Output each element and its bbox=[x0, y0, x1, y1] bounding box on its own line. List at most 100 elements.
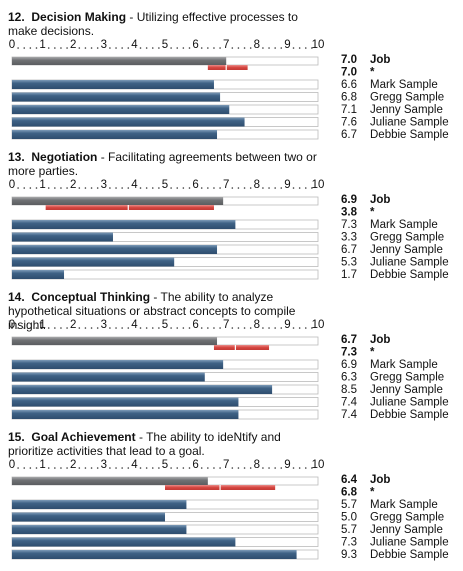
bar bbox=[12, 130, 218, 139]
scale-label: 9 bbox=[284, 179, 290, 191]
scale-label: 10 bbox=[312, 179, 325, 191]
scale-label: 6 bbox=[192, 459, 198, 471]
scale-dot bbox=[35, 327, 38, 329]
scale-dot bbox=[17, 47, 19, 49]
category-label: Job bbox=[370, 334, 390, 346]
scale-label: 5 bbox=[162, 179, 168, 191]
scale-label: 10 bbox=[312, 39, 325, 51]
scale-dot bbox=[262, 187, 264, 189]
scale-label: 4 bbox=[131, 179, 138, 191]
category-label: Debbie Sample bbox=[370, 129, 449, 141]
scale-label: 8 bbox=[254, 39, 260, 51]
category-label: Mark Sample bbox=[370, 499, 438, 511]
scale-dot bbox=[54, 47, 56, 49]
bar bbox=[12, 220, 236, 229]
scale-dot bbox=[158, 187, 160, 189]
scale-dot bbox=[54, 467, 56, 469]
category-label: Juliane Sample bbox=[370, 257, 449, 269]
section-number: 15. bbox=[8, 430, 25, 444]
category-label: Juliane Sample bbox=[370, 397, 449, 409]
scale-label: 1 bbox=[39, 319, 45, 331]
scale-dot bbox=[109, 187, 111, 189]
scale-dot bbox=[29, 47, 32, 49]
job-bar bbox=[12, 337, 218, 345]
scale-dot bbox=[121, 467, 123, 469]
category-label: Job bbox=[370, 194, 390, 206]
category-label: Job bbox=[370, 54, 390, 66]
scale-dot bbox=[176, 467, 179, 469]
scale-dot bbox=[298, 187, 301, 189]
value-label: 6.8 bbox=[341, 92, 357, 104]
scale-label: 0 bbox=[9, 39, 15, 51]
scale-dot bbox=[96, 187, 99, 189]
scale-dot bbox=[176, 47, 179, 49]
scale-dot bbox=[176, 187, 179, 189]
scale-label: 6 bbox=[192, 319, 198, 331]
scale-dot bbox=[298, 467, 301, 469]
section-header: 14. Conceptual Thinking - The ability to… bbox=[8, 290, 326, 332]
section-title: Negotiation bbox=[31, 150, 98, 164]
scale-dot bbox=[182, 187, 185, 189]
category-label: Debbie Sample bbox=[370, 549, 449, 561]
scale-label: 10 bbox=[312, 319, 325, 331]
scale-label: 0 bbox=[9, 179, 15, 191]
section-header: 13. Negotiation - Facilitating agreement… bbox=[8, 150, 326, 178]
scale-dot bbox=[90, 187, 93, 189]
scale-dot bbox=[127, 187, 130, 189]
scale-dot bbox=[109, 327, 111, 329]
scale-dot bbox=[109, 467, 111, 469]
bar bbox=[12, 105, 230, 114]
range-bar bbox=[213, 345, 270, 350]
scale-dot bbox=[145, 467, 148, 469]
scale-label: 1 bbox=[39, 459, 45, 471]
scale-dot bbox=[200, 187, 203, 189]
bar bbox=[12, 410, 239, 419]
scale-dot bbox=[280, 47, 283, 49]
scale-label: 6 bbox=[192, 39, 198, 51]
scale-dot bbox=[243, 327, 246, 329]
scale-dot bbox=[280, 327, 283, 329]
scale-dot bbox=[280, 187, 283, 189]
bar bbox=[12, 525, 187, 534]
scale-dot bbox=[200, 327, 203, 329]
scale-dot bbox=[127, 467, 130, 469]
section-title: Conceptual Thinking bbox=[31, 290, 151, 304]
scale-dot bbox=[188, 327, 191, 329]
scale-dot bbox=[243, 467, 246, 469]
section-number: 13. bbox=[8, 150, 25, 164]
scale-dot bbox=[207, 47, 209, 49]
scale-dot bbox=[243, 187, 246, 189]
scale-dot bbox=[35, 467, 38, 469]
scale-label: 2 bbox=[70, 319, 76, 331]
scale-dot bbox=[200, 47, 203, 49]
scale-dot bbox=[109, 47, 111, 49]
bar bbox=[12, 270, 65, 279]
scale-dot bbox=[78, 47, 81, 49]
value-label: 7.0 bbox=[341, 67, 357, 79]
scale-dot bbox=[200, 467, 203, 469]
scale-dot bbox=[262, 47, 264, 49]
scale-dot bbox=[268, 47, 270, 49]
scale-dot bbox=[219, 467, 221, 469]
category-label: Jenny Sample bbox=[370, 384, 443, 396]
scale-dot bbox=[268, 187, 270, 189]
job-bar bbox=[12, 477, 208, 485]
scale-label: 8 bbox=[254, 179, 260, 191]
scale-dot bbox=[90, 327, 93, 329]
scale-label: 7 bbox=[223, 39, 229, 51]
scale-label: 3 bbox=[101, 179, 107, 191]
category-label: Juliane Sample bbox=[370, 537, 449, 549]
scale-dot bbox=[262, 327, 264, 329]
scale-label: 0 bbox=[9, 319, 15, 331]
value-label: 6.6 bbox=[341, 79, 357, 91]
section-title: Goal Achievement bbox=[31, 430, 136, 444]
category-label: Mark Sample bbox=[370, 79, 438, 91]
value-label: 6.7 bbox=[341, 334, 357, 346]
scale-dot bbox=[78, 467, 81, 469]
scale-dot bbox=[262, 467, 264, 469]
scale-dot bbox=[84, 187, 87, 189]
section-description: - The ability to ideNtify and prioritize… bbox=[8, 430, 281, 458]
scale-dot bbox=[35, 47, 38, 49]
bar bbox=[12, 512, 165, 522]
value-label: 5.0 bbox=[341, 512, 357, 524]
